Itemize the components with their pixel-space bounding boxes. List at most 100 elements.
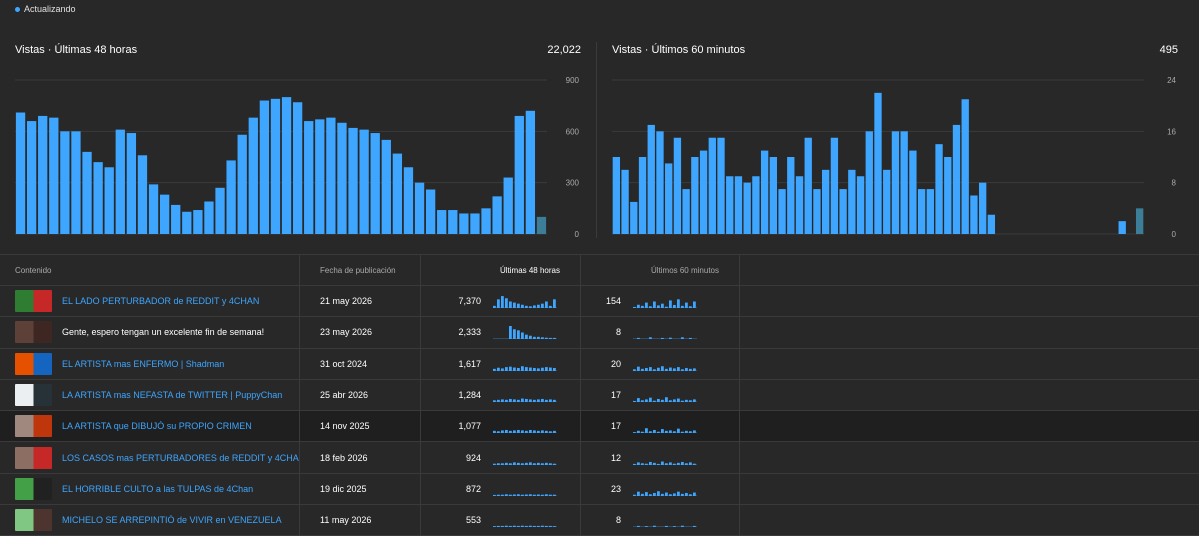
chart-bar[interactable]	[856, 176, 865, 234]
chart-bar[interactable]	[778, 189, 786, 234]
chart-bar[interactable]	[935, 144, 943, 234]
table-row[interactable]: MICHELO SE ARREPINTIÓ de VIVIR en VENEZU…	[0, 505, 1199, 536]
chart-bar[interactable]	[970, 195, 978, 235]
video-title-link[interactable]: LA ARTISTA mas NEFASTA de TWITTER | Pupp…	[62, 390, 283, 401]
chart-bar[interactable]	[665, 163, 673, 234]
video-title-link[interactable]: MICHELO SE ARREPINTIÓ de VIVIR en VENEZU…	[62, 515, 282, 526]
chart-bar[interactable]	[717, 137, 725, 234]
chart-bar[interactable]	[656, 131, 664, 234]
chart-bar[interactable]	[414, 182, 425, 234]
chart-bar[interactable]	[304, 121, 314, 234]
chart-bar[interactable]	[204, 201, 214, 234]
chart-bar[interactable]	[734, 176, 743, 234]
video-title-link[interactable]: EL ARTISTA mas ENFERMO | Shadman	[62, 358, 225, 369]
chart-bar[interactable]	[760, 150, 769, 234]
chart-bar[interactable]	[292, 102, 303, 234]
video-thumbnail[interactable]	[15, 290, 52, 313]
chart-bar[interactable]	[93, 162, 103, 234]
chart-bar[interactable]	[193, 210, 203, 234]
chart-bar[interactable]	[392, 153, 403, 234]
table-row[interactable]: EL HORRIBLE CULTO a las TULPAS de 4Chan 1…	[0, 473, 1199, 506]
chart-bar[interactable]	[403, 167, 414, 234]
chart-bar[interactable]	[883, 169, 891, 234]
chart-bar[interactable]	[752, 176, 760, 234]
chart-bar[interactable]	[630, 201, 638, 234]
chart-bar[interactable]	[795, 176, 804, 234]
video-title-link[interactable]: Gente, espero tengan un excelente fin de…	[62, 327, 265, 338]
chart-bar[interactable]	[26, 121, 37, 234]
chart-bar[interactable]	[822, 169, 830, 234]
chart-bar[interactable]	[315, 119, 325, 234]
video-title-link[interactable]: EL HORRIBLE CULTO a las TULPAS de 4Chan	[62, 483, 254, 494]
chart-bar[interactable]	[682, 189, 690, 234]
chart-bar[interactable]	[699, 150, 708, 234]
chart-bar[interactable]	[926, 189, 934, 234]
chart-bar[interactable]	[638, 157, 647, 234]
chart-bar[interactable]	[536, 216, 547, 234]
video-thumbnail[interactable]	[15, 321, 52, 344]
chart-bar[interactable]	[126, 133, 137, 234]
chart-bar[interactable]	[917, 189, 926, 234]
table-row[interactable]: EL ARTISTA mas ENFERMO | Shadman 31 oct 2…	[0, 348, 1199, 380]
chart-bar[interactable]	[874, 92, 882, 234]
chart-bar[interactable]	[691, 157, 699, 234]
table-row[interactable]: EL LADO PERTURBADOR de REDDIT y 4CHAN 21 …	[0, 286, 1199, 318]
chart-bar[interactable]	[708, 137, 716, 234]
chart-bar[interactable]	[900, 131, 908, 234]
chart-bar[interactable]	[281, 97, 292, 234]
chart-bar[interactable]	[182, 211, 192, 234]
chart-bar[interactable]	[865, 131, 873, 234]
chart-bar[interactable]	[259, 100, 270, 235]
video-title-link[interactable]: LOS CASOS mas PERTURBADORES de REDDIT y …	[62, 452, 299, 463]
chart-bar[interactable]	[470, 213, 480, 234]
chart-bar[interactable]	[60, 131, 70, 234]
table-row[interactable]: LOS CASOS mas PERTURBADORES de REDDIT y …	[0, 442, 1199, 474]
video-thumbnail[interactable]	[15, 415, 52, 438]
chart-bar[interactable]	[514, 115, 524, 234]
chart-bar[interactable]	[944, 157, 952, 234]
chart-bar[interactable]	[1118, 221, 1126, 234]
video-title-link[interactable]: EL LADO PERTURBADOR de REDDIT y 4CHAN	[62, 296, 260, 307]
video-thumbnail[interactable]	[15, 477, 52, 500]
video-title-link[interactable]: LA ARTISTA que DIBUJÓ su PROPIO CRIMEN	[62, 421, 252, 432]
chart-bar[interactable]	[348, 127, 358, 234]
chart-bar[interactable]	[326, 117, 336, 234]
chart-bar[interactable]	[612, 157, 621, 234]
chart-bar[interactable]	[359, 129, 369, 234]
video-thumbnail[interactable]	[15, 352, 52, 375]
chart-bar[interactable]	[270, 98, 281, 234]
chart-bar[interactable]	[171, 204, 181, 234]
chart-bar[interactable]	[38, 115, 48, 234]
chart-bar[interactable]	[848, 169, 856, 234]
chart-bar[interactable]	[370, 133, 380, 234]
chart-bar[interactable]	[839, 189, 847, 234]
chart-bar[interactable]	[459, 213, 469, 234]
chart-bar[interactable]	[337, 122, 347, 234]
table-row[interactable]: LA ARTISTA que DIBUJÓ su PROPIO CRIMEN 14…	[0, 411, 1199, 443]
chart-bar[interactable]	[237, 134, 247, 234]
chart-bar[interactable]	[830, 137, 839, 234]
chart-bar[interactable]	[381, 139, 391, 234]
chart-bar[interactable]	[804, 137, 812, 234]
chart-bar[interactable]	[215, 187, 225, 234]
chart-bar[interactable]	[813, 189, 821, 234]
chart-bar[interactable]	[448, 210, 458, 234]
chart-bar[interactable]	[769, 157, 778, 234]
chart-bar[interactable]	[525, 110, 536, 234]
chart-bar[interactable]	[987, 214, 996, 234]
table-row[interactable]: LA ARTISTA mas NEFASTA de TWITTER | Pupp…	[0, 379, 1199, 412]
chart-bar[interactable]	[787, 157, 795, 234]
header-60m[interactable]: Últimos 60 minutos	[581, 255, 740, 285]
chart-bar[interactable]	[673, 137, 682, 234]
chart-bar[interactable]	[961, 99, 969, 234]
chart-bar[interactable]	[226, 160, 236, 234]
chart-bar[interactable]	[115, 129, 125, 234]
chart-bar[interactable]	[148, 184, 159, 234]
chart-bar[interactable]	[104, 167, 114, 234]
chart-bar[interactable]	[71, 131, 81, 234]
chart-bar[interactable]	[248, 117, 258, 234]
chart-bar[interactable]	[743, 182, 751, 234]
chart-bar[interactable]	[978, 182, 987, 234]
header-content[interactable]: Contenido	[0, 255, 300, 285]
chart-bar[interactable]	[137, 155, 148, 234]
